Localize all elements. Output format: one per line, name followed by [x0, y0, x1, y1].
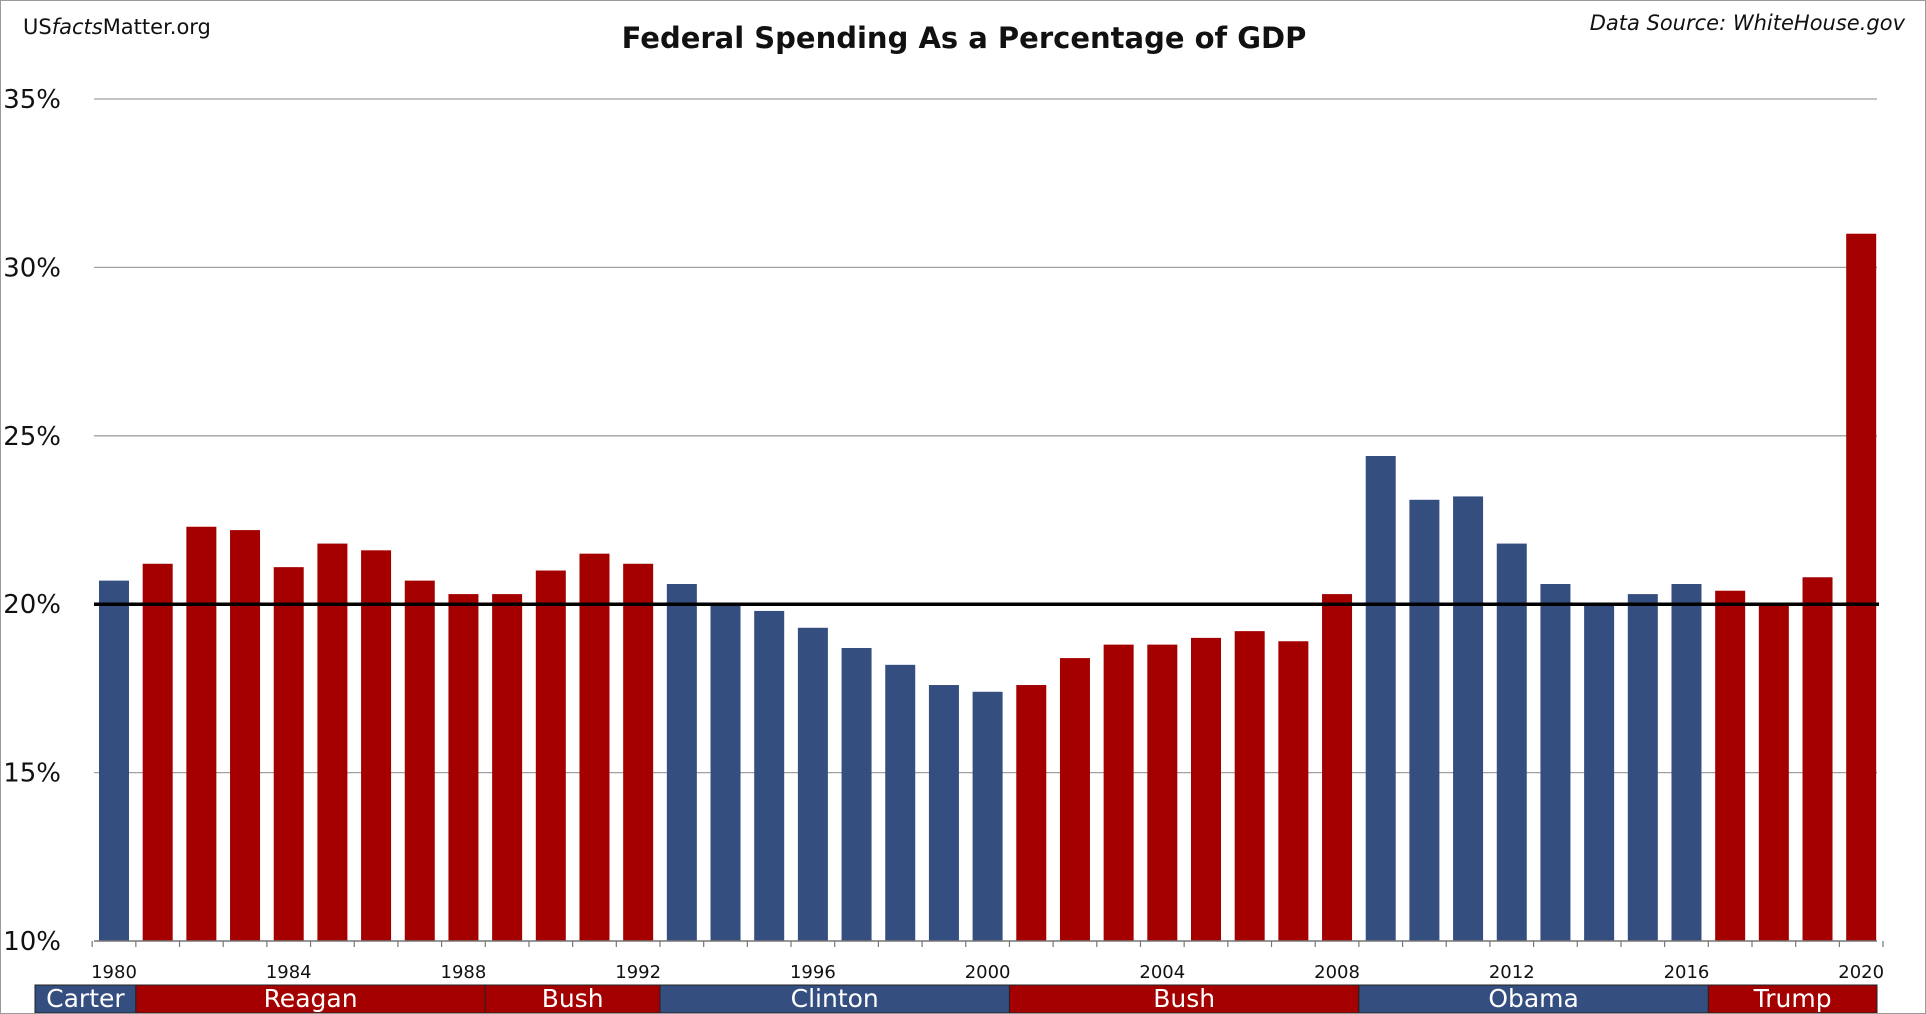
x-tick-label: 1988 [441, 962, 487, 983]
x-tick-label: 1996 [790, 962, 836, 983]
site-name: USfactsMatter.org [23, 15, 211, 39]
bar-2007 [1278, 641, 1309, 941]
bar-1983 [230, 530, 261, 941]
bar-1996 [797, 627, 828, 941]
president-segment [1008, 984, 1360, 1013]
president-segment [135, 984, 486, 1013]
president-label: Clinton [791, 984, 879, 1013]
x-tick-label: 1984 [266, 962, 312, 983]
bar-2017 [1715, 590, 1746, 941]
bar-1995 [754, 610, 785, 941]
bar-2018 [1758, 604, 1789, 941]
bar-2016 [1671, 583, 1702, 941]
bar-1989 [492, 594, 523, 941]
y-tick-label: 10% [3, 927, 61, 957]
bar-2004 [1147, 644, 1178, 941]
x-tick-label: 2000 [965, 962, 1011, 983]
bar-1980 [99, 580, 129, 941]
bar-1982 [186, 526, 217, 941]
bar-2010 [1409, 499, 1440, 941]
president-label: Bush [1153, 984, 1215, 1013]
y-tick-label: 35% [3, 85, 61, 115]
bar-1998 [885, 664, 916, 941]
bar-1986 [361, 550, 392, 941]
bar-2015 [1627, 594, 1658, 941]
y-axis: 10% 15% 20% 25% 30% 35% [3, 85, 61, 957]
bar-2013 [1540, 583, 1571, 941]
x-tick-label: 2016 [1664, 962, 1710, 983]
bar-2003 [1103, 644, 1134, 941]
site-name-suffix: Matter.org [102, 15, 211, 39]
bar-1981 [142, 563, 173, 941]
x-tick-label: 1980 [91, 962, 137, 983]
president-label: Trump [1753, 984, 1832, 1013]
bar-2008 [1322, 594, 1353, 941]
bar-2014 [1584, 604, 1615, 941]
bar-1997 [841, 647, 872, 941]
bar-2002 [1059, 658, 1090, 941]
x-tick-label: 2020 [1838, 962, 1884, 983]
bar-2012 [1496, 543, 1527, 941]
president-label: Obama [1488, 984, 1579, 1013]
bar-1994 [710, 604, 741, 941]
x-axis: 1980 1984 1988 1992 1996 2000 2004 2008 2012 2016… [91, 940, 1884, 983]
bar-1988 [448, 594, 479, 941]
president-band: Carter Reagan Bush Clinton Bush Obama Trump [34, 984, 1878, 1013]
x-tick-label: 2004 [1139, 962, 1185, 983]
site-name-prefix: US [23, 15, 52, 39]
bar-2019 [1802, 577, 1833, 941]
bar-2020 [1846, 233, 1877, 942]
x-tick-label: 2008 [1314, 962, 1360, 983]
chart-title: Federal Spending As a Percentage of GDP [621, 21, 1307, 55]
y-tick-label: 20% [3, 590, 61, 620]
bar-1985 [317, 543, 348, 941]
y-tick-label: 30% [3, 253, 61, 283]
y-tick-label: 25% [3, 422, 61, 452]
bar-2009 [1365, 456, 1396, 941]
bar-2001 [1016, 685, 1047, 941]
bar-1991 [579, 553, 610, 941]
bar-2000 [972, 691, 1003, 941]
president-label: Carter [46, 984, 125, 1013]
president-label: Bush [542, 984, 604, 1013]
bar-1993 [666, 583, 697, 941]
site-name-italic: facts [51, 15, 103, 39]
x-tick-label: 1992 [615, 962, 661, 983]
president-segment [34, 984, 137, 1013]
president-segment [659, 984, 1010, 1013]
bar-1987 [404, 580, 435, 941]
bars [99, 233, 1877, 942]
y-tick-label: 15% [3, 759, 61, 789]
bar-1990 [535, 570, 566, 941]
bar-2011 [1453, 496, 1484, 941]
president-segment [1707, 984, 1878, 1013]
bar-1999 [928, 685, 959, 941]
bar-2006 [1234, 631, 1265, 941]
data-source: Data Source: WhiteHouse.gov [1589, 11, 1905, 35]
president-segment [484, 984, 661, 1013]
bar-1984 [273, 567, 304, 941]
president-label: Reagan [264, 984, 358, 1013]
x-tick-label: 2012 [1489, 962, 1535, 983]
bar-1992 [623, 563, 654, 941]
bar-2005 [1191, 637, 1221, 941]
